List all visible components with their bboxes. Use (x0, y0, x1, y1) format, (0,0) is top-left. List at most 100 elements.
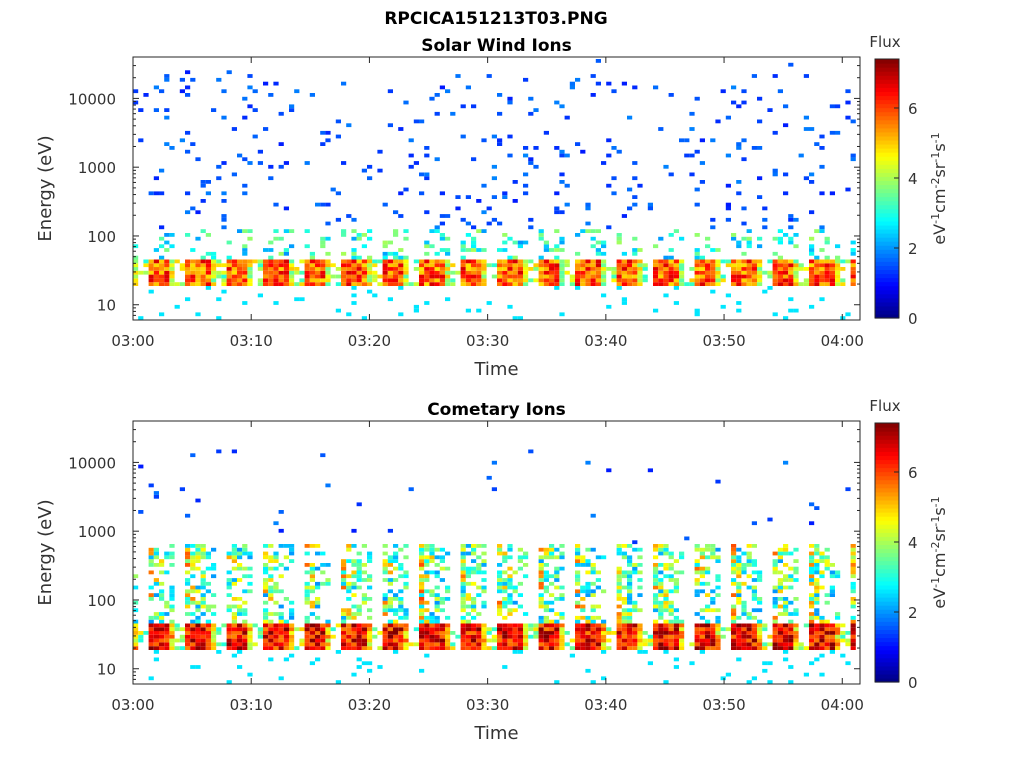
flux-cell (315, 551, 321, 556)
flux-cell (736, 623, 742, 628)
flux-cell (731, 100, 737, 105)
flux-cell (575, 578, 581, 582)
flux-cell (148, 483, 154, 488)
flux-cell (538, 563, 544, 567)
flux-cell (663, 263, 669, 268)
flux-cell (138, 270, 144, 275)
flux-cell (497, 585, 503, 590)
flux-cell (169, 270, 175, 275)
flux-cell (673, 263, 679, 268)
flux-cell (746, 646, 752, 650)
flux-cell (642, 263, 648, 268)
flux-cell (148, 289, 154, 294)
flux-cell (361, 578, 367, 582)
flux-cell (710, 270, 716, 275)
flux-cell (575, 278, 581, 283)
flux-cell (471, 615, 477, 620)
flux-cell (304, 600, 310, 605)
flux-cell (554, 191, 560, 196)
flux-cell (793, 278, 799, 283)
flux-cell (185, 646, 191, 650)
flux-cell (237, 597, 243, 601)
flux-cell (835, 634, 841, 639)
colorbar-segment (875, 516, 899, 521)
flux-cell (668, 282, 674, 286)
flux-cell (595, 282, 601, 286)
flux-cell (788, 259, 794, 264)
flux-cell (460, 217, 466, 222)
flux-cell (335, 191, 341, 196)
flux-cell (637, 570, 643, 575)
flux-cell (710, 642, 716, 647)
flux-cell (757, 146, 763, 150)
flux-cell (471, 544, 477, 548)
flux-cell (164, 612, 170, 616)
flux-cell (835, 267, 841, 271)
flux-cell (185, 589, 191, 594)
flux-cell (694, 593, 700, 597)
flux-cell (335, 267, 341, 271)
flux-cell (346, 615, 352, 620)
y-tick-label: 10 (97, 297, 116, 315)
flux-cell (164, 570, 170, 575)
flux-cell (658, 608, 664, 613)
flux-cell (387, 297, 393, 302)
flux-cell (268, 612, 274, 616)
flux-cell (283, 248, 289, 252)
flux-cell (809, 578, 815, 582)
flux-cell (205, 627, 211, 632)
flux-cell (590, 236, 596, 241)
flux-cell (772, 585, 778, 590)
flux-cell (559, 270, 565, 275)
flux-cell (788, 638, 794, 643)
flux-cell (190, 619, 196, 624)
flux-cell (731, 559, 737, 563)
flux-cell (699, 566, 705, 571)
flux-cell (341, 612, 347, 616)
colorbar-segment (875, 184, 899, 190)
flux-cell (746, 563, 752, 567)
flux-cell (424, 259, 430, 264)
flux-cell (809, 574, 815, 579)
flux-cell (309, 646, 315, 650)
flux-cell (289, 278, 295, 283)
flux-cell (247, 104, 253, 109)
flux-cell (819, 574, 825, 579)
flux-cell (601, 555, 607, 560)
flux-cell (523, 282, 529, 286)
flux-cell (647, 661, 653, 666)
flux-cell (772, 563, 778, 567)
flux-cell (762, 646, 768, 650)
flux-cell (460, 638, 466, 643)
colorbar-tick-label: 6 (908, 464, 918, 482)
flux-cell (621, 570, 627, 575)
flux-cell (294, 646, 300, 650)
flux-cell (549, 593, 555, 597)
flux-cell (320, 570, 326, 575)
flux-cell (309, 631, 315, 635)
flux-cell (601, 278, 607, 283)
flux-cell (247, 642, 253, 647)
colorbar-segment (875, 540, 899, 546)
flux-cell (315, 274, 321, 279)
flux-cell (263, 544, 269, 548)
flux-cell (268, 278, 274, 283)
colorbar-segment (875, 427, 899, 432)
flux-cell (699, 650, 705, 654)
flux-cell (185, 559, 191, 563)
flux-cell (289, 282, 295, 286)
colorbar-segment (875, 103, 899, 109)
flux-cell (465, 551, 471, 556)
flux-cell (403, 555, 409, 560)
colorbar-segment (875, 265, 899, 271)
flux-cell (153, 578, 159, 582)
flux-cell (429, 612, 435, 616)
flux-cell (476, 634, 482, 639)
flux-cell (476, 199, 482, 203)
flux-cell (393, 229, 399, 233)
flux-cell (575, 638, 581, 643)
flux-cell (777, 585, 783, 590)
flux-cell (658, 544, 664, 548)
flux-cell (694, 267, 700, 271)
flux-cell (237, 646, 243, 650)
